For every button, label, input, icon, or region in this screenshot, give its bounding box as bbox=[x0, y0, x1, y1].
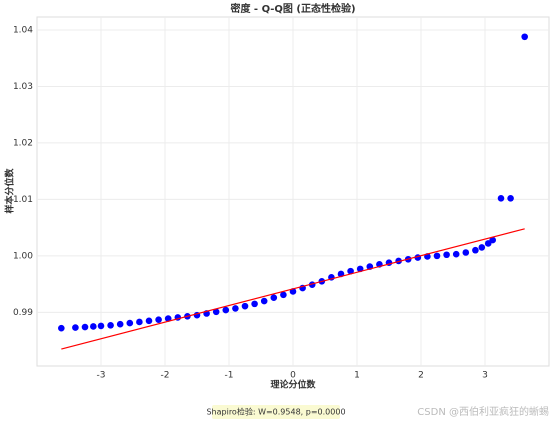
x-tick-label: -3 bbox=[97, 371, 106, 381]
point bbox=[443, 251, 450, 259]
point bbox=[433, 252, 441, 260]
point bbox=[97, 322, 105, 330]
point bbox=[521, 33, 528, 41]
x-tick-label: -2 bbox=[161, 371, 170, 381]
annotation-box bbox=[212, 405, 340, 419]
point bbox=[58, 324, 65, 332]
point bbox=[251, 300, 258, 308]
point bbox=[90, 323, 97, 330]
y-axis-label: 样本分位数 bbox=[4, 168, 16, 214]
watermark: CSDN @西伯利亚疯狂的蜥蜴 bbox=[417, 405, 549, 418]
x-tick-label: -1 bbox=[225, 371, 234, 381]
point bbox=[270, 294, 278, 301]
point bbox=[212, 308, 220, 316]
point bbox=[347, 267, 354, 275]
y-tick-label: 1.00 bbox=[13, 251, 33, 261]
fit-line bbox=[61, 228, 525, 350]
point bbox=[484, 240, 492, 247]
point bbox=[164, 315, 172, 322]
point bbox=[241, 302, 249, 310]
point bbox=[155, 316, 162, 323]
point bbox=[81, 323, 89, 331]
point bbox=[72, 324, 79, 331]
point bbox=[107, 322, 114, 329]
point bbox=[116, 320, 124, 328]
x-tick-label: 3 bbox=[482, 371, 488, 381]
point bbox=[136, 318, 143, 326]
point bbox=[478, 244, 486, 251]
point bbox=[462, 249, 470, 256]
y-tick-label: 1.04 bbox=[13, 25, 33, 35]
x-tick-label: 1 bbox=[354, 371, 360, 381]
point bbox=[497, 194, 505, 202]
point bbox=[222, 306, 230, 314]
point bbox=[260, 297, 268, 305]
annotation: Shapiro检验: W=0.9548, p=0.0000 bbox=[206, 407, 345, 417]
point bbox=[472, 246, 479, 254]
point bbox=[280, 291, 287, 299]
y-tick-label: 1.03 bbox=[13, 82, 33, 92]
y-tick-label: 1.02 bbox=[13, 138, 33, 148]
y-tick-label: 1.01 bbox=[13, 195, 33, 205]
y-tick-label: 0.99 bbox=[13, 308, 33, 318]
point bbox=[507, 194, 514, 202]
x-axis-label: 理论分位数 bbox=[270, 379, 316, 391]
point bbox=[489, 236, 496, 244]
chart-title: 密度 - Q-Q图 (正态性检验) bbox=[230, 2, 355, 15]
point bbox=[232, 305, 239, 312]
point bbox=[145, 317, 153, 325]
point bbox=[126, 319, 134, 327]
point bbox=[452, 250, 460, 258]
x-tick-label: 0 bbox=[290, 371, 296, 381]
x-tick-label: 2 bbox=[418, 371, 424, 381]
